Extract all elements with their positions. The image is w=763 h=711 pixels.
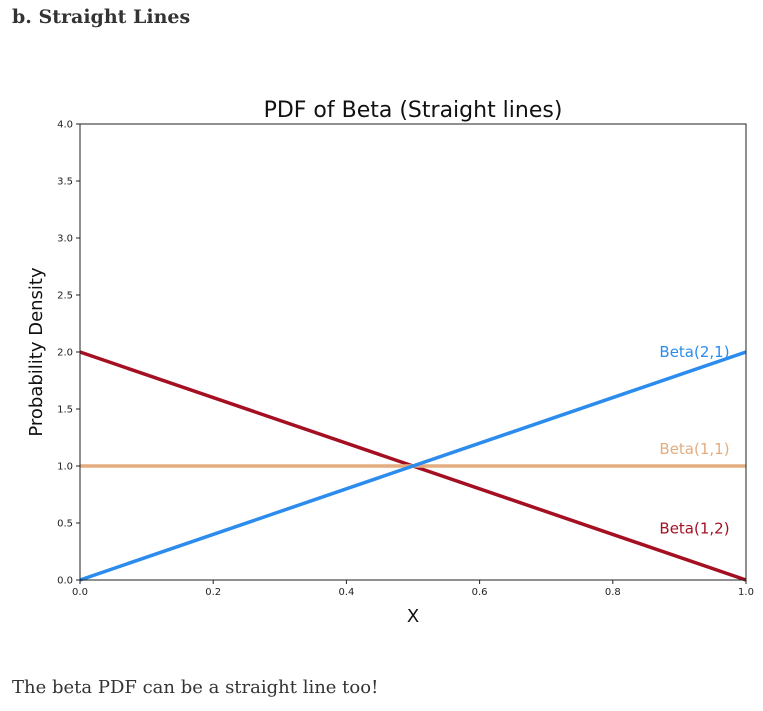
y-tick-label: 4.0 bbox=[57, 120, 73, 131]
x-tick-label: 0.8 bbox=[605, 587, 621, 598]
series-line-beta-2-1 bbox=[79, 350, 747, 582]
x-tick-label: 1.0 bbox=[738, 587, 754, 598]
series-label-beta-1-2: Beta(1,2) bbox=[659, 520, 729, 538]
y-tick-label: 2.5 bbox=[57, 291, 73, 302]
chart-svg: PDF of Beta (Straight lines) Beta(1,2)Be… bbox=[26, 98, 754, 627]
chart-figure: PDF of Beta (Straight lines) Beta(1,2) Be… bbox=[0, 90, 763, 639]
x-tick-label: 0.0 bbox=[72, 587, 88, 598]
y-tick-label: 0.0 bbox=[57, 576, 73, 587]
x-tick-label: 0.4 bbox=[338, 587, 354, 598]
x-tick-label: 0.6 bbox=[472, 587, 488, 598]
y-tick-label: 0.5 bbox=[57, 519, 73, 530]
y-axis-label: Probability Density bbox=[26, 267, 47, 437]
y-tick-label: 1.0 bbox=[57, 462, 73, 473]
y-tick-label: 3.5 bbox=[57, 177, 73, 188]
label-layer: Beta(1,2) Beta(1,1) Beta(2,1) bbox=[659, 343, 729, 538]
series-layer bbox=[79, 350, 747, 582]
y-tick-label: 3.0 bbox=[57, 234, 73, 245]
y-axis: 0.0 0.5 1.0 1.5 2.0 2.5 3.0 3.5 4.0 bbox=[57, 120, 80, 587]
x-axis: 0.0 0.2 0.4 0.6 0.8 1.0 bbox=[72, 580, 754, 598]
x-tick-label: 0.2 bbox=[205, 587, 221, 598]
chart-title: PDF of Beta (Straight lines) bbox=[264, 98, 563, 123]
section-heading: b. Straight Lines bbox=[12, 6, 191, 28]
series-label-beta-2-1: Beta(2,1) bbox=[659, 343, 729, 361]
caption-text: The beta PDF can be a straight line too! bbox=[12, 677, 379, 698]
series-label-beta-1-1: Beta(1,1) bbox=[659, 440, 729, 458]
y-tick-label: 2.0 bbox=[57, 348, 73, 359]
x-axis-label: X bbox=[407, 606, 419, 627]
plot-frame bbox=[79, 123, 747, 581]
y-tick-label: 1.5 bbox=[57, 405, 73, 416]
